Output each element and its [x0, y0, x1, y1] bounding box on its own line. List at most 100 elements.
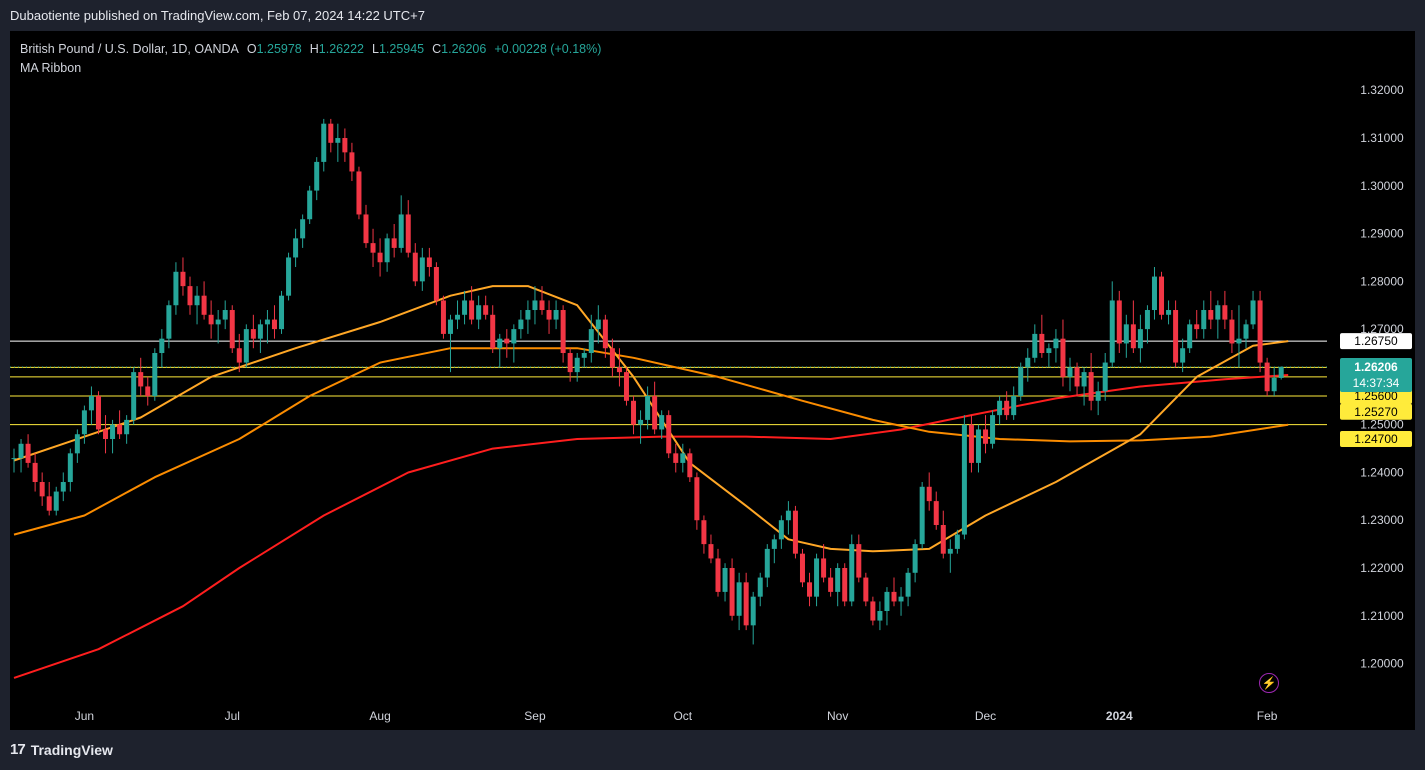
- indicator-name[interactable]: MA Ribbon: [20, 60, 82, 75]
- candle-body: [1011, 396, 1017, 416]
- candle-body: [553, 310, 559, 320]
- candle-body: [74, 434, 80, 454]
- candle-body: [300, 219, 306, 239]
- candle-body: [778, 520, 784, 540]
- candle-body: [1271, 377, 1277, 392]
- candle-body: [81, 410, 87, 435]
- current-price-label: 1.26206: [1354, 360, 1398, 374]
- candle-body: [828, 577, 834, 592]
- candle-body: [792, 510, 798, 554]
- candle-body: [666, 415, 672, 454]
- candle-body: [1278, 367, 1284, 378]
- candle-body: [208, 314, 214, 325]
- lightning-icon[interactable]: ⚡: [1259, 673, 1279, 693]
- candle-body: [187, 286, 193, 306]
- candle-body: [1215, 305, 1221, 320]
- price-level-label-bg: [1340, 403, 1412, 420]
- candle-body: [236, 348, 242, 363]
- candle-body: [1130, 324, 1136, 349]
- candle-body: [60, 482, 66, 492]
- candle-body: [856, 544, 862, 578]
- candle-body: [1025, 357, 1031, 368]
- candle-body: [18, 443, 24, 459]
- x-tick-label: 2024: [1106, 709, 1133, 723]
- candle-body: [1166, 310, 1172, 315]
- candle-body: [652, 396, 658, 430]
- candle-body: [983, 429, 989, 444]
- candle-body: [870, 601, 876, 621]
- candle-body: [1074, 367, 1080, 387]
- candle-body: [771, 539, 777, 549]
- candle-body: [257, 324, 263, 339]
- y-tick-label: 1.24000: [1360, 465, 1404, 479]
- x-tick-label: Nov: [827, 709, 848, 723]
- candle-body: [1264, 362, 1270, 392]
- x-tick-label: Jun: [75, 709, 94, 723]
- candle-body: [1046, 348, 1052, 354]
- candle-body: [264, 319, 270, 325]
- x-tick-label: Oct: [673, 709, 692, 723]
- candle-body: [1243, 324, 1249, 339]
- y-tick-label: 1.23000: [1360, 513, 1404, 527]
- price-level-label-bg: [1340, 333, 1412, 350]
- ma-slow-line: [13, 374, 1289, 679]
- candle-body: [314, 161, 320, 191]
- candle-body: [469, 300, 475, 320]
- candle-body: [842, 568, 848, 602]
- candle-body: [46, 496, 52, 511]
- candle-body: [1194, 324, 1200, 330]
- candle-body: [490, 314, 496, 349]
- candle-body: [159, 338, 165, 354]
- candle-body: [286, 257, 292, 296]
- x-tick-label: Sep: [524, 709, 546, 723]
- candle-body: [898, 596, 904, 602]
- legend: British Pound / U.S. Dollar, 1D, OANDA O…: [20, 39, 601, 77]
- candle-body: [398, 214, 404, 248]
- candle-body: [990, 415, 996, 444]
- candle-body: [243, 329, 249, 363]
- candle-body: [532, 300, 538, 311]
- candle-body: [1067, 367, 1073, 377]
- candle-body: [497, 338, 503, 349]
- candle-body: [581, 353, 587, 358]
- legend-symbol-row: British Pound / U.S. Dollar, 1D, OANDA O…: [20, 39, 601, 58]
- candle-body: [975, 429, 981, 463]
- candle-body: [919, 486, 925, 545]
- candle-body: [1173, 310, 1179, 363]
- candle-body: [884, 591, 890, 612]
- candle-body: [1208, 310, 1214, 320]
- chart-frame[interactable]: 1.32000 1.31000 1.30000 1.29000 1.28000 1.270…: [10, 31, 1415, 730]
- x-tick-label: Feb: [1257, 709, 1278, 723]
- ma-mid-line: [13, 347, 1289, 536]
- candle-body: [356, 171, 362, 215]
- ma-fast-line: [13, 285, 1289, 553]
- candle-body: [377, 252, 383, 263]
- candle-body: [743, 582, 749, 626]
- candle-body: [11, 458, 17, 460]
- legend-close-label: C: [432, 41, 442, 56]
- candle-body: [877, 611, 883, 621]
- price-level-label: 1.24700: [1354, 432, 1398, 446]
- candle-body: [764, 548, 770, 578]
- candle-body: [53, 491, 59, 511]
- price-chart[interactable]: 1.32000 1.31000 1.30000 1.29000 1.28000 1.270…: [10, 31, 1415, 730]
- candle-body: [504, 338, 510, 344]
- candle-body: [201, 295, 207, 315]
- candle-body: [1137, 329, 1143, 349]
- candle-body: [511, 329, 517, 344]
- legend-low: L1.25945: [372, 42, 424, 56]
- legend-low-label: L: [371, 41, 379, 56]
- legend-symbol[interactable]: British Pound / U.S. Dollar, 1D, OANDA: [20, 41, 239, 56]
- candle-body: [638, 419, 644, 425]
- candle-body: [687, 453, 693, 478]
- candle-body: [349, 152, 355, 172]
- candle-body: [124, 419, 130, 435]
- candle-body: [342, 138, 348, 153]
- candle-body: [722, 568, 728, 592]
- candle-body: [680, 453, 686, 463]
- candle-body: [222, 310, 228, 320]
- candle-body: [940, 525, 946, 554]
- y-tick-label: 1.29000: [1360, 227, 1404, 241]
- candle-body: [736, 582, 742, 616]
- legend-close: C1.26206: [432, 42, 486, 56]
